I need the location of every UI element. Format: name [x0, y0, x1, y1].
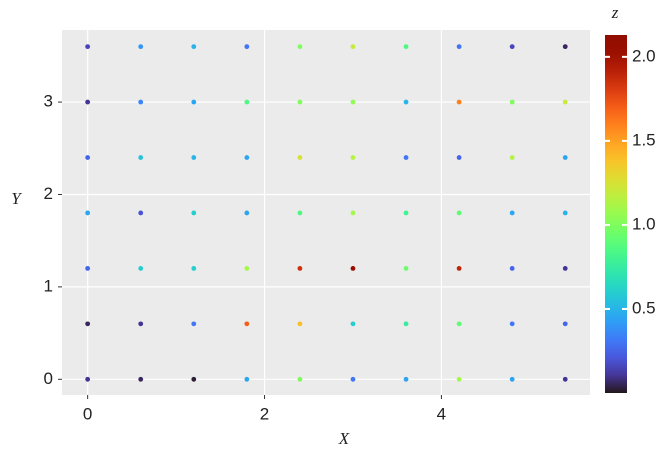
scatter-point: [509, 376, 515, 382]
colorbar-tick-label: 1.5: [632, 130, 656, 149]
scatter-point: [562, 155, 568, 160]
x-axis-title: X: [338, 429, 350, 448]
scatter-point: [350, 210, 356, 216]
scatter-point: [350, 376, 356, 382]
scatter-point: [138, 155, 144, 160]
scatter-point: [297, 321, 303, 327]
scatter-point: [350, 99, 356, 105]
scatter-point: [403, 321, 409, 327]
scatter-point: [509, 155, 515, 160]
plot-panel: [62, 30, 590, 395]
scatter-point: [85, 266, 91, 271]
scatter-point: [244, 376, 250, 382]
scatter-point: [456, 99, 462, 105]
y-tick-label: 2: [44, 184, 53, 203]
scatter-point: [562, 99, 568, 105]
scatter-point: [138, 376, 144, 382]
scatter-point: [138, 321, 144, 327]
scatter-point: [191, 376, 197, 382]
colorbar-tick-label: 0.5: [632, 298, 656, 317]
scatter-point: [191, 210, 197, 216]
scatter-point: [403, 155, 409, 160]
scatter-point: [191, 266, 197, 271]
colorbar-tick-label: 1.0: [632, 214, 656, 233]
scatter-point: [85, 44, 91, 50]
scatter-point: [138, 99, 144, 105]
scatter-point: [456, 155, 462, 160]
scatter-point: [509, 321, 515, 327]
scatter-point: [509, 99, 515, 105]
y-tick-label: 0: [44, 369, 53, 388]
scatter-point: [297, 44, 303, 50]
scatter-point: [85, 321, 91, 327]
scatter-point: [403, 210, 409, 216]
scatter-point: [403, 99, 409, 105]
colorbar-tick-label: 2.0: [632, 46, 656, 65]
y-tick-label: 1: [44, 276, 53, 295]
scatter-point: [297, 155, 303, 160]
scatter-point: [350, 44, 356, 50]
scatter-point: [191, 44, 197, 50]
scatter-point: [456, 321, 462, 327]
scatter-point: [403, 266, 409, 271]
y-axis-title: Y: [11, 189, 22, 208]
scatter-point: [456, 210, 462, 216]
x-tick-label: 0: [83, 404, 92, 423]
scatter-point: [244, 210, 250, 216]
scatter-point: [244, 99, 250, 105]
scatter-point: [456, 266, 462, 271]
scatter-point: [85, 210, 91, 216]
scatter-point: [509, 44, 515, 50]
scatter-point: [138, 210, 144, 216]
scatter-point: [85, 99, 91, 105]
scatter-point: [244, 155, 250, 160]
scatter-point: [297, 376, 303, 382]
scatter-point: [456, 44, 462, 50]
scatter-point: [191, 99, 197, 105]
scatter-point: [456, 376, 462, 382]
scatter-point: [562, 321, 568, 327]
scatter-point: [509, 266, 515, 271]
colorbar-title: z: [611, 3, 619, 22]
scatter-point: [562, 44, 568, 50]
scatter-point: [85, 155, 91, 160]
y-tick-label: 3: [44, 92, 53, 111]
scatter-point: [562, 266, 568, 271]
scatter-point: [350, 321, 356, 327]
scatter-point: [244, 266, 250, 271]
scatter-point: [350, 266, 356, 271]
scatter-point: [403, 44, 409, 50]
scatter-point: [403, 376, 409, 382]
scatter-point: [509, 210, 515, 216]
scatter-point: [297, 210, 303, 216]
scatter-point: [85, 376, 91, 382]
scatter-point: [244, 44, 250, 50]
x-tick-label: 4: [437, 404, 446, 423]
scatter-point: [350, 155, 356, 160]
scatter-point: [297, 99, 303, 105]
scatter-point: [297, 266, 303, 271]
scatter-point: [562, 376, 568, 382]
scatter-point: [191, 321, 197, 327]
scatter-point: [138, 266, 144, 271]
colorbar: [605, 35, 627, 393]
scatter-point: [562, 210, 568, 216]
scatter-point: [191, 155, 197, 160]
x-tick-label: 2: [260, 404, 269, 423]
scatter-point: [244, 321, 250, 327]
scatter-point: [138, 44, 144, 50]
